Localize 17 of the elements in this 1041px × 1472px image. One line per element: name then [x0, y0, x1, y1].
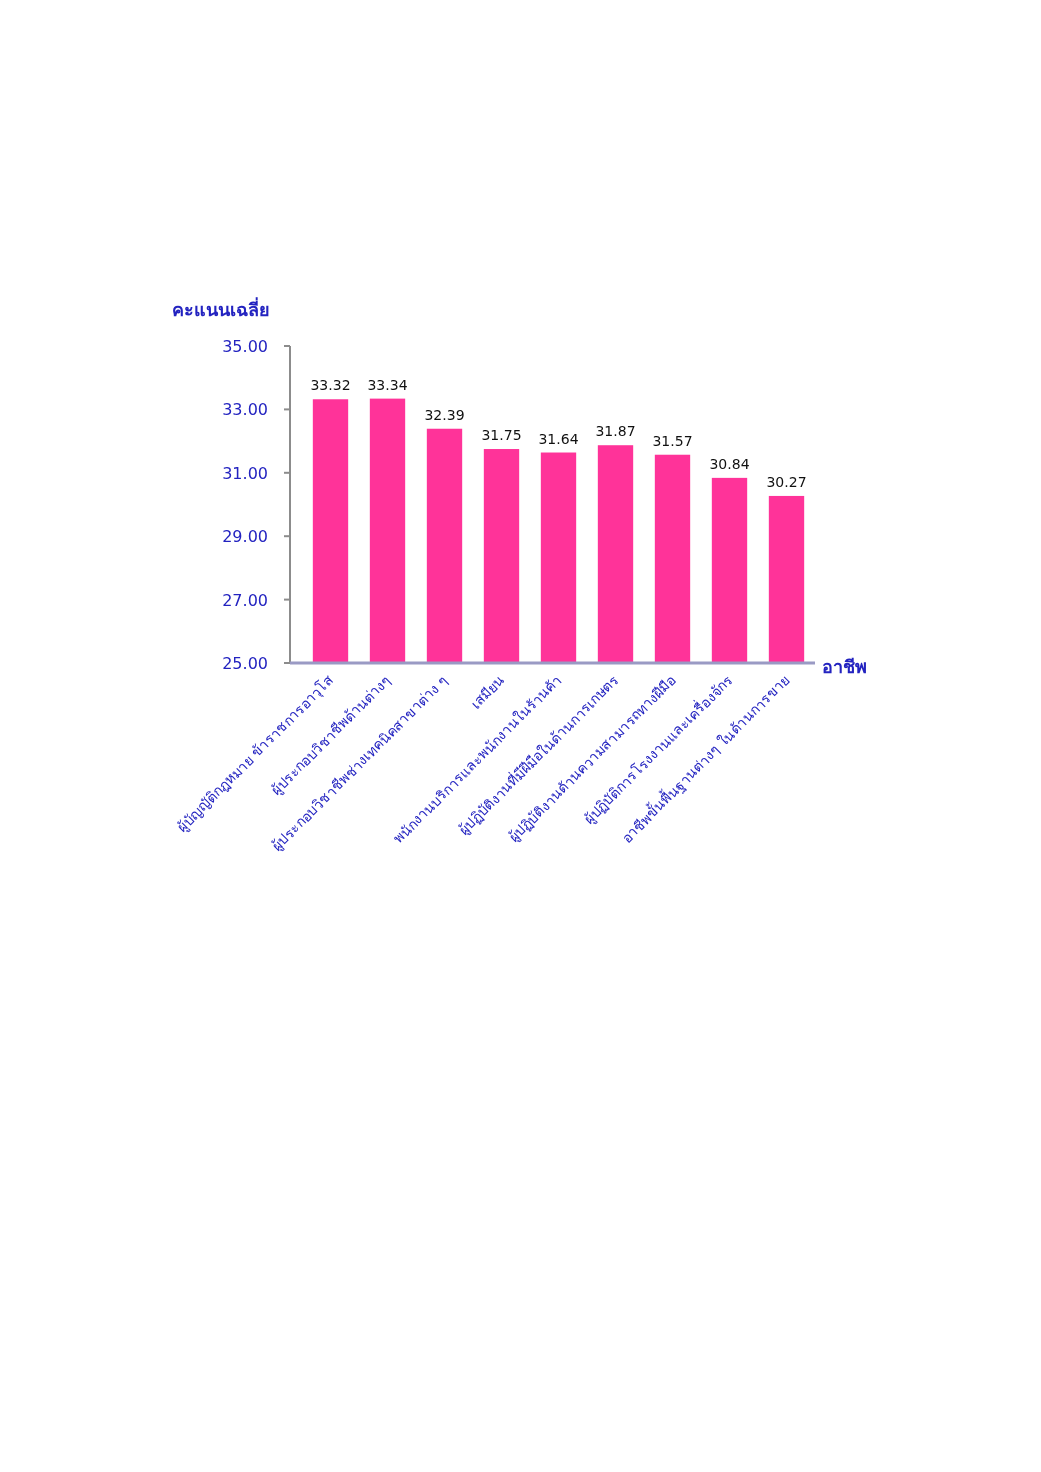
data-label: 31.57 — [652, 432, 693, 449]
data-label: 30.27 — [766, 473, 807, 490]
data-label: 30.84 — [709, 455, 750, 472]
y-axis-title: คะแนนเฉลี่ย — [172, 297, 270, 320]
y-tick-label: 35.00 — [222, 337, 268, 356]
data-label: 31.75 — [481, 427, 522, 444]
data-label: 32.39 — [424, 406, 465, 423]
x-axis-title: อาชีพ — [822, 656, 867, 677]
data-label: 33.34 — [367, 376, 408, 393]
y-tick-label: 31.00 — [222, 463, 268, 483]
y-tick-label: 33.00 — [222, 400, 268, 420]
data-label: 31.87 — [595, 423, 636, 440]
data-label: 33.32 — [310, 377, 351, 394]
y-tick-label: 29.00 — [222, 527, 268, 547]
y-tick-label: 27.00 — [222, 590, 268, 610]
data-label: 31.64 — [538, 430, 579, 447]
y-tick-label: 25.00 — [222, 654, 268, 673]
